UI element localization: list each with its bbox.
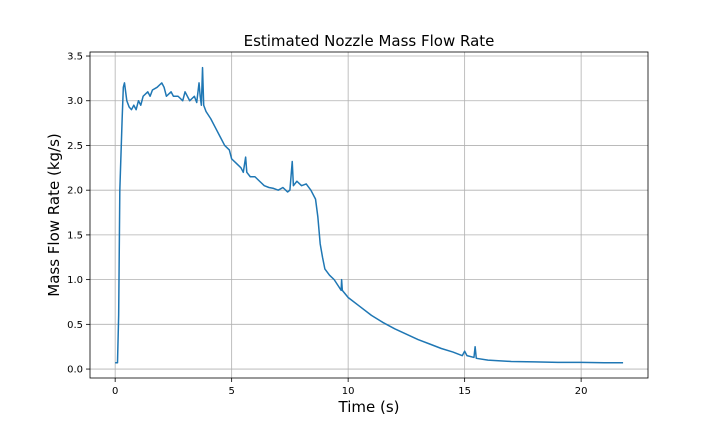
x-tick-label: 20	[575, 386, 588, 397]
y-tick-label: 0.0	[67, 365, 83, 376]
x-tick-label: 5	[228, 386, 234, 397]
y-tick-label: 2.0	[67, 186, 83, 197]
y-tick-label: 0.5	[67, 320, 83, 331]
x-axis-label: Time (s)	[338, 398, 400, 416]
x-tick-label: 15	[458, 386, 471, 397]
y-tick-label: 2.5	[67, 141, 83, 152]
x-tick-label: 10	[342, 386, 355, 397]
chart-title: Estimated Nozzle Mass Flow Rate	[244, 32, 495, 50]
y-tick-label: 3.5	[67, 52, 83, 63]
x-tick-label: 0	[112, 386, 118, 397]
y-axis-label: Mass Flow Rate (kg/s)	[45, 133, 63, 296]
y-tick-label: 1.5	[67, 230, 83, 241]
y-tick-label: 3.0	[67, 96, 83, 107]
data-line	[115, 66, 624, 364]
y-tick-label: 1.0	[67, 275, 83, 286]
plot-frame	[89, 51, 649, 379]
